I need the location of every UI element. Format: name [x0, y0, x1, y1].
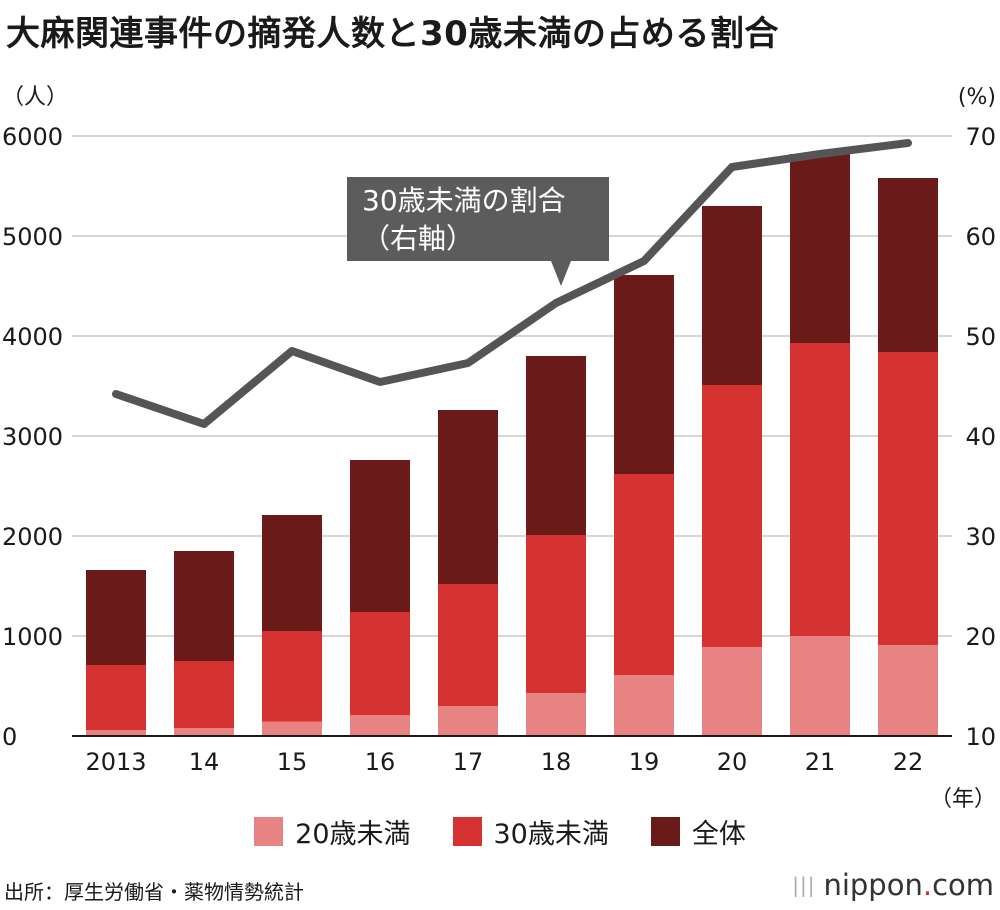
x-tick-label: 18: [541, 748, 572, 776]
legend-swatch-under20: [254, 817, 284, 846]
bar-under20: [262, 721, 322, 736]
logo-mark-icon: |||: [792, 873, 816, 897]
y-left-tick-label: 1000: [2, 623, 63, 651]
y-left-axis-label: （人）: [2, 85, 68, 110]
chart-title: 大麻関連事件の摘発人数と30歳未満の占める割合: [6, 14, 779, 54]
bar-under20: [174, 728, 234, 736]
bar-under20: [526, 693, 586, 736]
legend-item-under30: 30歳未満: [452, 812, 609, 851]
legend-item-total: 全体: [650, 812, 746, 851]
bar-under20: [878, 645, 938, 736]
callout-annotation: 30歳未満の割合 （右軸）: [347, 177, 609, 286]
bar-under20: [438, 706, 498, 736]
legend: 20歳未満 30歳未満 全体: [0, 812, 1000, 851]
x-tick-label: 22: [893, 748, 924, 776]
x-tick-label: 14: [189, 748, 220, 776]
callout-box: [347, 177, 609, 286]
y-left-tick-label: 5000: [2, 223, 63, 251]
legend-label-under20: 20歳未満: [295, 819, 411, 850]
ratio-line: [112, 139, 912, 428]
y-left-tick-label: 4000: [2, 323, 63, 351]
legend-label-under30: 30歳未満: [493, 819, 609, 850]
x-tick-label: 21: [805, 748, 836, 776]
y-right-tick-label: 40: [965, 423, 996, 451]
callout-line2: （右軸）: [362, 222, 474, 255]
y-left-tick-label: 6000: [2, 123, 63, 151]
x-tick-label: 20: [717, 748, 748, 776]
bar-under20: [790, 636, 850, 736]
x-tick-label: 2013: [85, 748, 146, 776]
bar-under20: [86, 730, 146, 736]
y-right-tick-label: 10: [965, 723, 996, 751]
bars: [86, 154, 938, 736]
logo-name: nippon: [823, 868, 923, 902]
bar-under20: [350, 715, 410, 736]
x-axis-label: （年）: [930, 787, 996, 810]
x-tick-label: 17: [453, 748, 484, 776]
bar-under30: [174, 661, 234, 736]
axes: 0 1000 2000 3000 4000 5000 6000 10 20 30 40 50 60 70 （…: [2, 85, 996, 810]
logo-suffix: com: [932, 868, 994, 902]
y-right-tick-label: 60: [965, 223, 996, 251]
y-left-tick-label: 0: [2, 723, 17, 751]
legend-label-total: 全体: [691, 819, 746, 850]
callout-line1: 30歳未満の割合: [362, 184, 566, 217]
y-left-tick-label: 3000: [2, 423, 63, 451]
y-left-tick-label: 2000: [2, 523, 63, 551]
x-tick-label: 15: [277, 748, 308, 776]
bar-under30: [262, 631, 322, 736]
source-note: 出所：厚生労働省・薬物情勢統計: [4, 880, 304, 904]
legend-swatch-under30: [452, 817, 482, 846]
bar-under20: [702, 647, 762, 736]
nippon-logo: ||| nippon. com: [792, 868, 994, 902]
legend-swatch-total: [650, 817, 680, 846]
logo-dot: .: [922, 868, 933, 902]
bar-under20: [614, 675, 674, 736]
bar-under30: [86, 665, 146, 736]
y-right-axis-label: (%): [958, 85, 996, 110]
y-right-tick-label: 30: [965, 523, 996, 551]
y-right-tick-label: 70: [965, 123, 996, 151]
legend-item-under20: 20歳未満: [254, 812, 411, 851]
ratio-line-path: [112, 139, 912, 428]
x-tick-label: 19: [629, 748, 660, 776]
x-tick-label: 16: [365, 748, 396, 776]
y-right-tick-label: 20: [965, 623, 996, 651]
y-right-tick-label: 50: [965, 323, 996, 351]
chart-area: 0 1000 2000 3000 4000 5000 6000 10 20 30 40 50 60 70 （…: [2, 85, 996, 810]
